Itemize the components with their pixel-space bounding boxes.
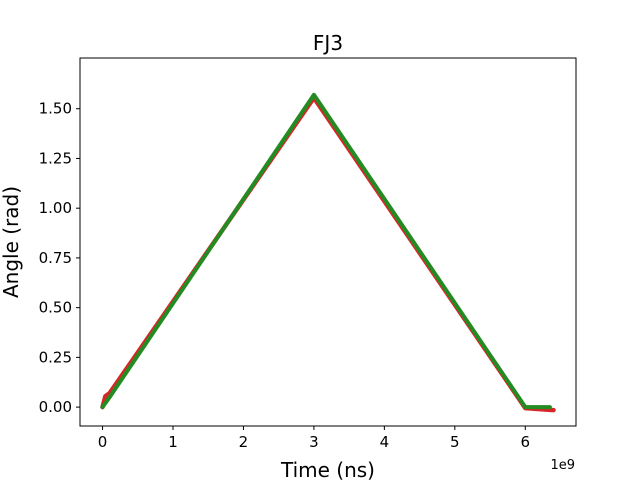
y-tick-label: 0.75 bbox=[39, 249, 72, 267]
x-tick-label: 1 bbox=[168, 433, 178, 451]
y-tick-label: 0.25 bbox=[39, 348, 72, 366]
ticks-layer: 0 1 2 3 4 5 6 0.00 0.25 0.50 0.75 1.00 1.25 1.50 bbox=[39, 100, 530, 451]
y-axis-label: Angle (rad) bbox=[0, 186, 23, 298]
y-tick-label: 1.00 bbox=[39, 199, 72, 217]
x-tick-label: 4 bbox=[380, 433, 390, 451]
x-tick-label: 3 bbox=[309, 433, 319, 451]
y-tick-label: 1.50 bbox=[39, 100, 72, 118]
x-axis-offset-label: 1e9 bbox=[550, 458, 575, 473]
x-tick-label: 5 bbox=[450, 433, 460, 451]
series-line-2 bbox=[100, 92, 552, 410]
y-tick-label: 0.50 bbox=[39, 299, 72, 317]
plot-frame bbox=[79, 57, 577, 427]
x-axis-label: Time (ns) bbox=[280, 458, 375, 480]
y-tick-label: 0.00 bbox=[39, 398, 72, 416]
y-tick-label: 1.25 bbox=[39, 149, 72, 167]
series-line-1 bbox=[100, 95, 556, 413]
chart-title: FJ3 bbox=[313, 31, 343, 55]
series-layer bbox=[100, 92, 556, 413]
x-tick-label: 6 bbox=[520, 433, 530, 451]
x-tick-label: 0 bbox=[98, 433, 108, 451]
x-tick-label: 2 bbox=[239, 433, 249, 451]
